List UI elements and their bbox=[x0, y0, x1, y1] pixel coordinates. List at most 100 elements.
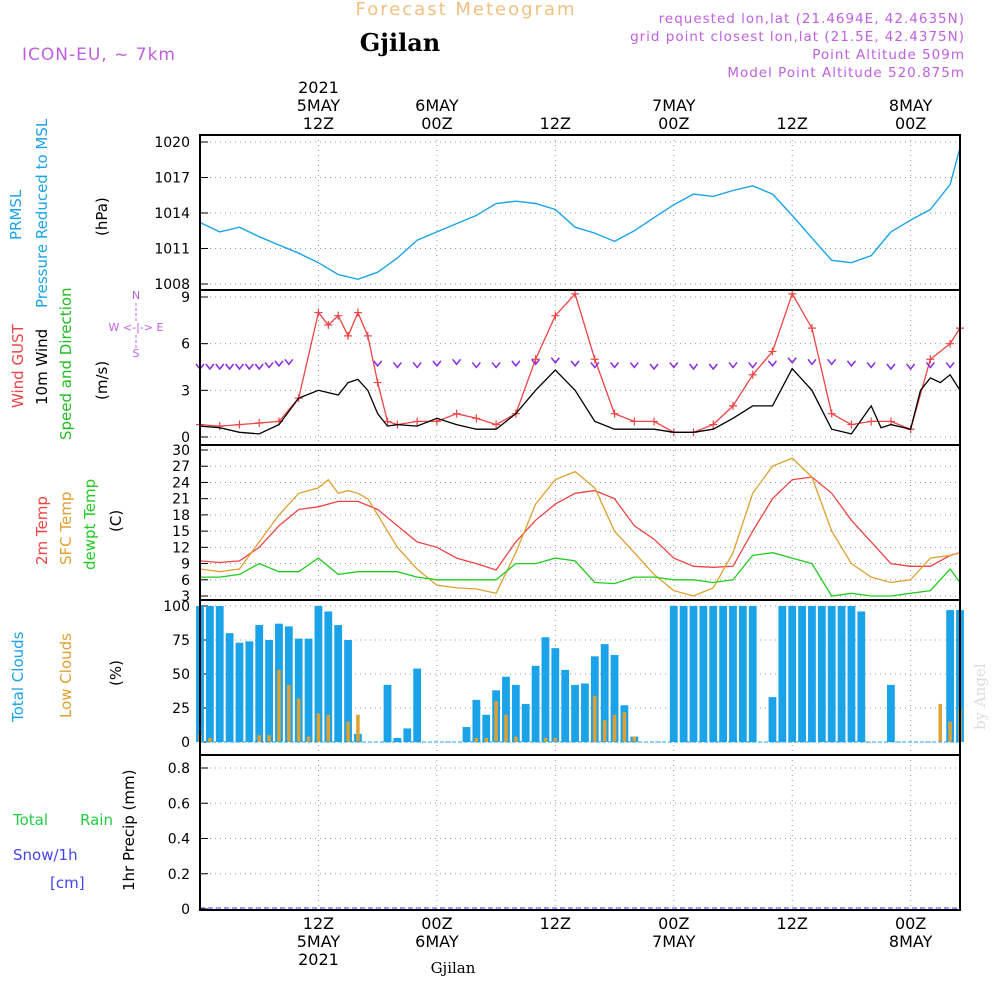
top-axis-label: 12Z bbox=[540, 114, 571, 133]
requested-coords: requested lon,lat (21.4694E, 42.4635N) bbox=[659, 11, 965, 27]
cloud-bar-total bbox=[511, 684, 520, 742]
chart-title: Forecast Meteogram bbox=[355, 0, 576, 20]
gust-marker bbox=[847, 420, 856, 429]
gust-marker bbox=[571, 289, 580, 298]
cloud-bar-low bbox=[504, 714, 508, 742]
cloud-bar-total bbox=[215, 606, 224, 742]
cloud-bar-total bbox=[946, 610, 955, 742]
cloud-bar-total bbox=[413, 668, 422, 742]
gust-marker bbox=[788, 289, 797, 298]
cloud-bar-total bbox=[719, 606, 728, 742]
ytick-label-temperature: 9 bbox=[181, 557, 190, 573]
ytick-label-wind: 6 bbox=[181, 337, 190, 353]
footer-location: Gjilan bbox=[431, 959, 476, 977]
wind-direction-chevron bbox=[827, 358, 837, 366]
ytick-label-temperature: 12 bbox=[172, 540, 190, 556]
top-axis-label: 6MAY bbox=[415, 96, 459, 115]
label-dewpt-temp: dewpt Temp bbox=[81, 479, 99, 570]
wind-direction-chevron bbox=[866, 361, 876, 369]
bottom-axis-label: 5MAY bbox=[297, 932, 341, 951]
wind-direction-chevron bbox=[649, 363, 659, 371]
bottom-axis-label: 8MAY bbox=[889, 932, 933, 951]
gust-marker bbox=[827, 409, 836, 418]
wind-direction-chevron bbox=[748, 361, 758, 369]
frame-temperature bbox=[199, 444, 961, 601]
gust-marker bbox=[492, 420, 501, 429]
gust-marker bbox=[650, 417, 659, 426]
gust-marker bbox=[472, 414, 481, 423]
ytick-label-wind: 9 bbox=[181, 290, 190, 306]
wind-direction-chevron bbox=[688, 363, 699, 371]
wind-direction-chevron bbox=[234, 363, 245, 371]
cloud-bar-total bbox=[581, 683, 589, 742]
label-wind-unit: (m/s) bbox=[93, 361, 111, 400]
wind-direction-chevron bbox=[629, 361, 639, 369]
label-total-rain: Total bbox=[12, 811, 48, 829]
cloud-bar-total bbox=[324, 611, 333, 742]
cloud-bar-total bbox=[344, 640, 352, 742]
cloud-bar-total bbox=[314, 606, 323, 742]
top-axis-label: 00Z bbox=[421, 114, 452, 133]
cloud-bar-total bbox=[383, 684, 392, 742]
cloud-bar-total bbox=[837, 606, 846, 742]
ytick-label-clouds: 25 bbox=[172, 701, 190, 717]
label-10m-wind: 10m Wind bbox=[33, 329, 51, 405]
cloud-bar-low bbox=[612, 714, 617, 742]
wind-direction-chevron bbox=[609, 361, 620, 369]
ytick-label-clouds: 50 bbox=[172, 667, 190, 683]
ytick-label-precip: 0 bbox=[181, 902, 190, 918]
ytick-label-pressure: 1011 bbox=[154, 242, 190, 258]
cloud-bar-total bbox=[679, 606, 688, 742]
cloud-bar-total bbox=[225, 633, 234, 742]
ytick-label-pressure: 1014 bbox=[154, 206, 190, 222]
bottom-axis-label: 2021 bbox=[298, 950, 339, 969]
frame-clouds bbox=[199, 599, 961, 756]
wind-direction-chevron bbox=[906, 363, 916, 371]
top-axis-label: 00Z bbox=[658, 114, 689, 133]
gust-marker bbox=[334, 311, 343, 320]
cloud-bar-low bbox=[257, 735, 261, 742]
top-axis-label: 00Z bbox=[895, 114, 926, 133]
gust-marker bbox=[926, 355, 935, 364]
bottom-axis-label: 12Z bbox=[540, 914, 571, 933]
gust-marker bbox=[531, 355, 540, 364]
cloud-bar-total bbox=[541, 637, 550, 742]
wind-direction-chevron bbox=[590, 361, 600, 369]
gust-marker bbox=[610, 409, 619, 418]
wind-direction-chevron bbox=[945, 361, 955, 369]
gust-marker bbox=[452, 409, 461, 418]
gust-marker bbox=[373, 378, 382, 387]
cloud-bar-low bbox=[287, 684, 291, 742]
cloud-bar-low bbox=[356, 714, 360, 742]
cloud-bar-low bbox=[267, 735, 271, 742]
cloud-bar-total bbox=[245, 641, 254, 742]
cloud-bar-total bbox=[808, 606, 816, 742]
gust-marker bbox=[709, 420, 718, 429]
label-pressure-msl: Pressure Reduced to MSL bbox=[33, 118, 51, 308]
top-axis-label: 12Z bbox=[303, 114, 334, 133]
cloud-bar-total bbox=[847, 606, 856, 742]
cloud-bar-total bbox=[265, 640, 273, 742]
ytick-label-pressure: 1020 bbox=[154, 135, 190, 151]
label-rain: Rain bbox=[80, 811, 113, 829]
gust-marker bbox=[728, 401, 737, 410]
label-low-clouds: Low Clouds bbox=[57, 633, 75, 718]
ytick-label-temperature: 21 bbox=[172, 492, 190, 508]
wind-direction-chevron bbox=[215, 363, 225, 371]
gust-marker bbox=[807, 324, 816, 333]
gust-marker bbox=[768, 347, 777, 356]
wind-direction-chevron bbox=[807, 358, 817, 366]
label-snow: Snow/1h bbox=[13, 846, 78, 864]
cloud-bar-total bbox=[669, 606, 678, 742]
wind-direction-chevron bbox=[886, 363, 896, 371]
wind-direction-chevron bbox=[491, 361, 501, 369]
cloud-bar-total bbox=[462, 727, 471, 742]
ytick-label-clouds: 100 bbox=[163, 599, 190, 615]
ytick-label-temperature: 30 bbox=[172, 443, 190, 459]
cloud-bar-low bbox=[602, 720, 607, 742]
ytick-label-temperature: 27 bbox=[172, 459, 190, 475]
series-t2m bbox=[199, 476, 961, 571]
wind-direction-chevron bbox=[708, 363, 718, 371]
gust-marker bbox=[314, 308, 323, 317]
